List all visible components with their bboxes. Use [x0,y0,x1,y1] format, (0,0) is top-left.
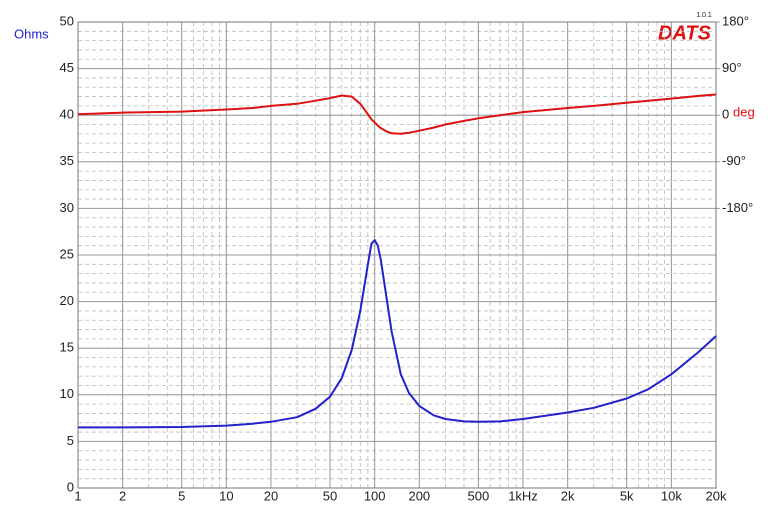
x-tick-label: 5k [620,488,634,503]
y2-tick-label: 0 [722,107,729,122]
y-tick-label: 0 [67,479,74,494]
y-tick-label: 30 [60,200,74,215]
series-line [78,239,717,429]
y-tick-label: 10 [60,386,74,401]
version: 1.0.1 [696,12,712,19]
x-tick-label: 50 [323,488,337,503]
y-tick-label: 25 [60,246,74,261]
y2-tick-label: 180° [722,13,749,28]
y-tick-label: 20 [60,293,74,308]
x-tick-label: 1kHz [508,488,538,503]
x-tick-label: 10k [661,488,682,503]
x-tick-label: 100 [364,488,386,503]
y-tick-label: 15 [60,340,74,355]
x-tick-label: 20 [264,488,278,503]
x-tick-label: 5 [178,488,185,503]
series-line [77,93,717,135]
x-tick-label: 500 [468,488,490,503]
x-tick-label: 2k [561,488,575,503]
y-axis-label: Ohms [14,26,49,41]
y-tick-label: 35 [60,153,74,168]
y2-axis-label: deg [733,104,755,119]
x-tick-label: 1 [74,488,81,503]
x-tick-label: 2 [119,488,126,503]
y-tick-label: 50 [60,13,74,28]
x-tick-label: 10 [219,488,233,503]
y-tick-label: 45 [60,60,74,75]
y2-tick-label: 90° [722,60,742,75]
x-tick-label: 20k [706,488,727,503]
y-tick-label: 40 [60,107,74,122]
y2-tick-label: -180° [722,200,753,215]
x-tick-label: 200 [408,488,430,503]
plot-frame [77,21,717,489]
y-tick-label: 5 [67,433,74,448]
y2-tick-label: -90° [722,153,746,168]
